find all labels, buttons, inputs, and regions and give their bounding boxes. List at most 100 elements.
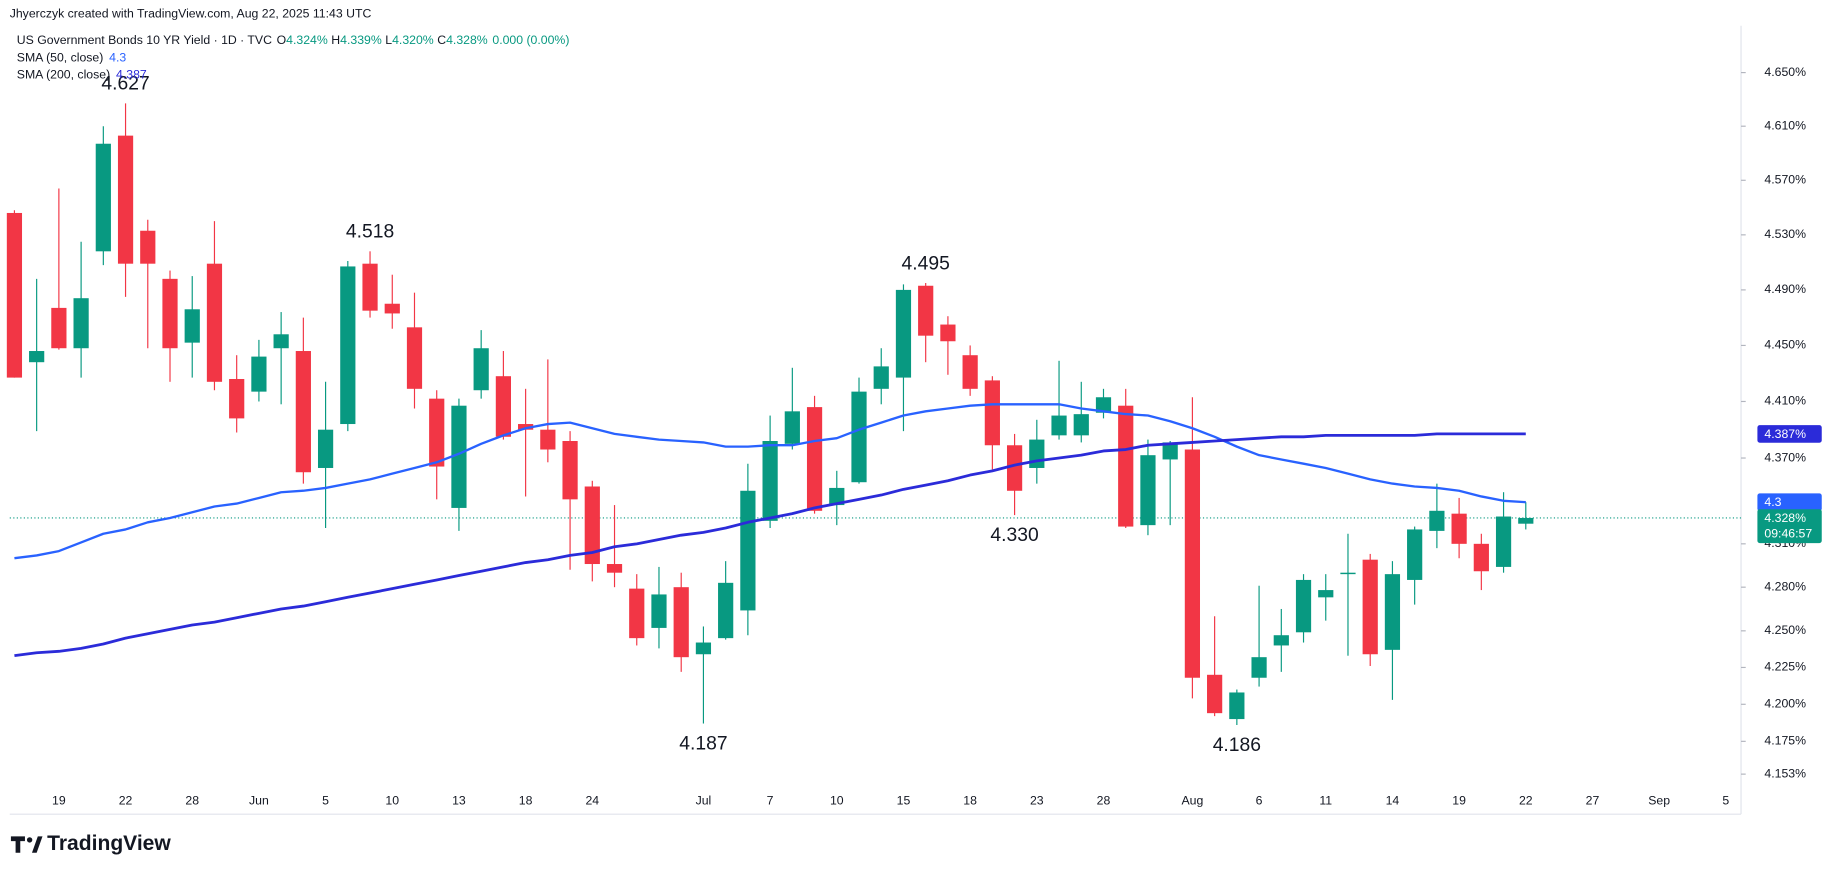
candle-body [140, 230, 156, 264]
candle-body [362, 263, 378, 311]
legend-value: 4.328% [446, 33, 488, 47]
candle-body [562, 441, 578, 500]
candle-body [1429, 510, 1445, 531]
candle-body [229, 378, 245, 419]
candle-body [873, 366, 889, 389]
candle-body [1273, 635, 1289, 646]
candle-body [1029, 439, 1045, 468]
candle-body [1073, 414, 1089, 436]
sma-line [14, 403, 1526, 560]
y-tick-label: 4.200% [1764, 697, 1806, 711]
legend-series: SMA (200, close) 4.387 [17, 68, 147, 82]
legend-value: 4.324% [286, 33, 328, 47]
candle-body [606, 564, 623, 573]
legend-value: 4.320% [392, 33, 434, 47]
legend-key: C [437, 33, 446, 47]
candle-body [1051, 415, 1067, 436]
candle-body [295, 351, 311, 473]
y-tick-label: 4.530% [1764, 227, 1806, 241]
header: Jhyerczyk created with TradingView.com, … [10, 6, 372, 20]
candle-body [1407, 529, 1423, 580]
sma-line [14, 432, 1526, 658]
y-tick-label: 4.570% [1764, 173, 1806, 187]
candle-body [1184, 449, 1201, 678]
candle-body [518, 424, 534, 430]
price-label-box [1757, 425, 1822, 443]
x-tick-label: 18 [963, 794, 977, 808]
candle-body [340, 266, 356, 425]
candle-body [918, 285, 934, 336]
candle-body [1207, 674, 1223, 714]
x-tick-label: 22 [1519, 794, 1533, 808]
legend-series-name: SMA (200, close) [17, 68, 110, 82]
candle-body [1229, 692, 1245, 720]
logo: TradingView [10, 832, 171, 855]
price-label: 4.3 [1764, 495, 1781, 509]
y-tick-label: 4.490% [1764, 282, 1806, 296]
legend: US Government Bonds 10 YR Yield · 1D · T… [17, 33, 570, 47]
candle-body [740, 490, 756, 611]
candle-body [1095, 397, 1112, 413]
x-tick-label: 15 [897, 794, 911, 808]
y-tick-label: 4.250% [1764, 623, 1806, 637]
legend-key: O [277, 33, 287, 47]
legend-series-value: 4.387 [116, 68, 147, 82]
x-tick-label: 11 [1319, 794, 1332, 808]
legend-change: 0.000 (0.00%) [492, 33, 569, 47]
x-tick-label: 24 [585, 794, 599, 808]
x-tick-label: 5 [322, 794, 329, 808]
candle-body [317, 429, 334, 468]
candle-body [117, 135, 134, 264]
y-tick-label: 4.153% [1764, 766, 1806, 780]
x-tick-label: 19 [1452, 794, 1466, 808]
candle-body [406, 327, 423, 389]
candle-body [718, 582, 734, 639]
annotation: 4.187 [679, 734, 727, 755]
x-tick-label: 19 [52, 794, 66, 808]
y-tick-label: 4.225% [1764, 660, 1806, 674]
y-tick-label: 4.650% [1764, 65, 1806, 79]
candle-body [429, 398, 445, 467]
y-tick-label: 4.610% [1764, 118, 1806, 132]
legend-series-name: SMA (50, close) [17, 51, 104, 65]
x-tick-label: 18 [519, 794, 533, 808]
candle-body [184, 309, 200, 343]
x-tick-label: 27 [1586, 794, 1600, 808]
x-tick-label: 28 [185, 794, 199, 808]
candle-body [495, 376, 511, 437]
candle-body [851, 391, 867, 483]
candle-body [273, 334, 289, 349]
price-label-box [1757, 509, 1822, 544]
y-tick-label: 4.410% [1764, 394, 1806, 408]
annotation: 4.330 [990, 525, 1038, 546]
candle-body [940, 324, 956, 342]
annotation: 4.518 [346, 222, 394, 243]
y-tick-label: 4.370% [1764, 450, 1806, 464]
x-tick-label: 14 [1386, 794, 1400, 808]
candle-body [806, 407, 823, 511]
x-tick-label: Jul [696, 794, 712, 808]
candle-body [962, 355, 978, 389]
annotation: 4.186 [1213, 735, 1261, 756]
logo-mark [31, 836, 43, 853]
legend-value: 4.339% [340, 33, 382, 47]
candle-body [784, 411, 800, 444]
candle-body [51, 307, 67, 349]
x-tick-label: 23 [1030, 794, 1044, 808]
x-tick-label: 6 [1256, 794, 1263, 808]
candle-body [451, 405, 467, 508]
candle-body [384, 303, 400, 314]
x-tick-label: 22 [119, 794, 133, 808]
candle-body [73, 298, 89, 349]
legend-key: H [331, 33, 340, 47]
legend-key: L [385, 33, 392, 47]
annotation: 4.627 [101, 74, 149, 95]
candle-body [629, 588, 645, 639]
x-tick-label: 7 [767, 794, 774, 808]
candle-body [6, 212, 23, 378]
candle-body [95, 143, 111, 252]
branding: TradingView [47, 832, 171, 855]
